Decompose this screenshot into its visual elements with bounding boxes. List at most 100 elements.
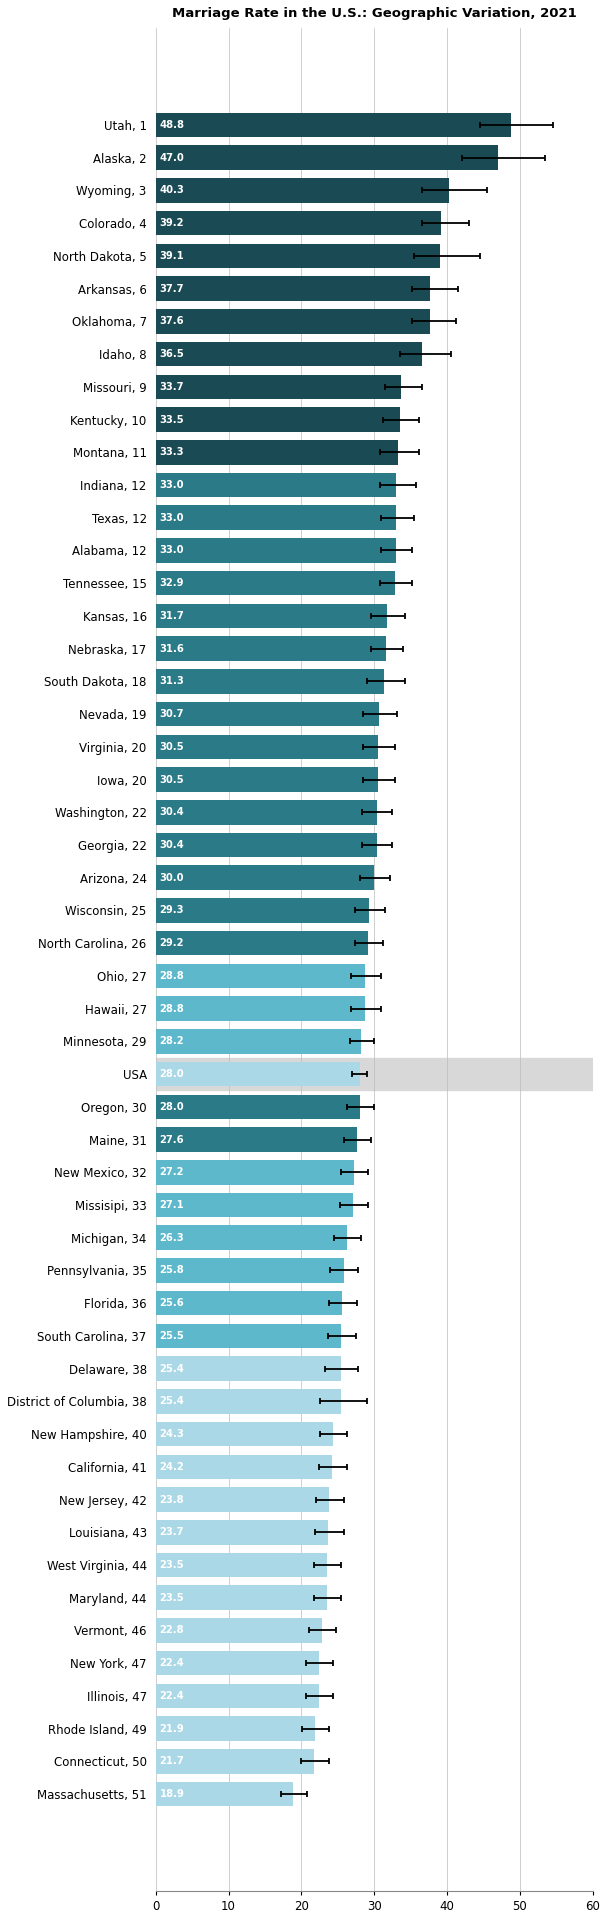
Bar (156, 211, 441, 236)
Text: 37.7: 37.7 (160, 284, 184, 294)
Text: 33.0: 33.0 (160, 513, 184, 522)
Text: 33.3: 33.3 (160, 447, 184, 457)
Text: 37.6: 37.6 (160, 317, 184, 326)
Text: 36.5: 36.5 (160, 349, 184, 359)
Text: 28.2: 28.2 (160, 1037, 184, 1046)
Text: 31.6: 31.6 (160, 643, 185, 653)
Text: 30.7: 30.7 (160, 708, 184, 720)
Text: 32.9: 32.9 (160, 578, 184, 588)
Bar (156, 1225, 347, 1250)
Text: 33.5: 33.5 (160, 415, 184, 424)
Text: 23.5: 23.5 (160, 1594, 184, 1603)
Bar (156, 1160, 354, 1185)
Text: 26.3: 26.3 (160, 1233, 184, 1242)
Bar (156, 603, 387, 628)
Bar (156, 1423, 333, 1446)
Text: 39.2: 39.2 (160, 219, 184, 228)
Text: 25.4: 25.4 (160, 1363, 185, 1373)
Bar (156, 1619, 322, 1644)
Text: 24.3: 24.3 (160, 1428, 184, 1440)
Bar (156, 931, 368, 956)
Text: 23.8: 23.8 (160, 1494, 184, 1505)
Bar (156, 309, 430, 334)
Bar (156, 113, 511, 138)
Bar (156, 244, 441, 269)
Bar (156, 1356, 341, 1380)
Text: 31.3: 31.3 (160, 676, 184, 685)
Text: 27.6: 27.6 (160, 1135, 184, 1144)
Title: Marriage Rate in the U.S.: Geographic Variation, 2021: Marriage Rate in the U.S.: Geographic Va… (172, 8, 577, 19)
Text: 22.4: 22.4 (160, 1692, 184, 1701)
Text: 47.0: 47.0 (160, 154, 184, 163)
Text: 21.7: 21.7 (160, 1757, 184, 1766)
Bar (156, 1782, 293, 1807)
Text: 30.0: 30.0 (160, 874, 184, 883)
Text: 23.7: 23.7 (160, 1526, 184, 1538)
Text: 31.7: 31.7 (160, 611, 184, 620)
Bar (156, 1749, 314, 1774)
Bar (156, 1521, 328, 1544)
Text: 29.2: 29.2 (160, 939, 184, 948)
Bar (156, 440, 398, 465)
Bar (156, 1684, 319, 1709)
Text: 33.0: 33.0 (160, 545, 184, 555)
Text: 30.4: 30.4 (160, 839, 184, 851)
Bar (156, 703, 379, 726)
Bar (156, 342, 421, 367)
Text: 28.0: 28.0 (160, 1069, 184, 1079)
Text: 18.9: 18.9 (160, 1789, 185, 1799)
Text: 28.8: 28.8 (160, 1004, 184, 1014)
Bar (156, 1029, 361, 1054)
Text: 22.8: 22.8 (160, 1626, 184, 1636)
Text: 25.5: 25.5 (160, 1331, 184, 1340)
Bar (156, 538, 396, 563)
Text: 30.4: 30.4 (160, 806, 184, 818)
Text: 21.9: 21.9 (160, 1724, 184, 1734)
Bar (156, 1290, 342, 1315)
Bar (156, 668, 384, 693)
Text: 25.4: 25.4 (160, 1396, 185, 1405)
Bar (156, 996, 365, 1021)
Text: 24.2: 24.2 (160, 1461, 184, 1473)
Bar (156, 407, 399, 432)
Text: 33.0: 33.0 (160, 480, 184, 490)
Text: 23.5: 23.5 (160, 1559, 184, 1571)
Bar (156, 1094, 359, 1119)
Bar (156, 1127, 357, 1152)
Bar (156, 964, 365, 989)
Text: 39.1: 39.1 (160, 252, 184, 261)
Text: 28.0: 28.0 (160, 1102, 184, 1112)
Bar (156, 1258, 344, 1283)
Bar (156, 1323, 341, 1348)
Text: 29.3: 29.3 (160, 906, 184, 916)
Text: 30.5: 30.5 (160, 741, 184, 753)
Bar (156, 801, 377, 824)
Bar (156, 146, 498, 171)
Bar (156, 768, 378, 791)
Text: 22.4: 22.4 (160, 1659, 184, 1668)
Bar (156, 1058, 592, 1091)
Bar (156, 179, 449, 204)
Bar (156, 636, 386, 660)
Bar (156, 1488, 329, 1511)
Bar (156, 1192, 353, 1217)
Bar (156, 1586, 327, 1611)
Text: 30.5: 30.5 (160, 774, 184, 785)
Bar (156, 833, 377, 856)
Text: 25.6: 25.6 (160, 1298, 184, 1308)
Bar (156, 1553, 327, 1576)
Text: 27.2: 27.2 (160, 1167, 184, 1177)
Bar (156, 735, 378, 758)
Bar (156, 1455, 332, 1478)
Text: 33.7: 33.7 (160, 382, 184, 392)
Text: 40.3: 40.3 (160, 186, 184, 196)
Text: 25.8: 25.8 (160, 1265, 184, 1275)
Bar (156, 1062, 359, 1087)
Bar (156, 505, 396, 530)
Bar (156, 570, 395, 595)
Bar (156, 1388, 341, 1413)
Text: 28.8: 28.8 (160, 972, 184, 981)
Bar (156, 276, 430, 301)
Text: 27.1: 27.1 (160, 1200, 184, 1210)
Bar (156, 899, 369, 924)
